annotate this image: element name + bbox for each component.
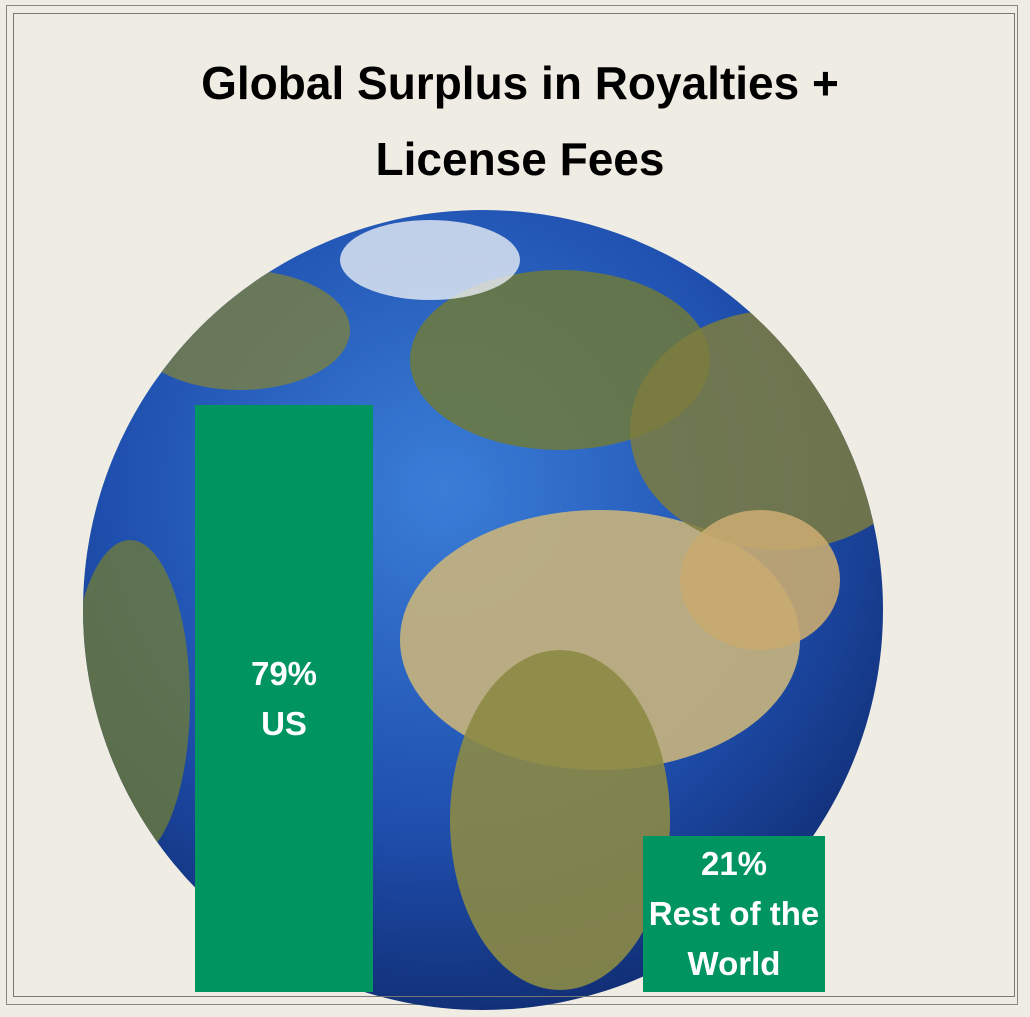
category-label: Rest of the World <box>648 894 820 982</box>
category-label: US <box>261 704 307 742</box>
globe-land <box>83 220 883 990</box>
value-label: 21% <box>700 844 768 882</box>
bar: 79% US <box>195 405 373 992</box>
bar: 21% Rest of the World <box>643 835 825 992</box>
value-label: 79% <box>250 654 318 692</box>
chart-title: Global Surplus in Royalties + License Fe… <box>201 57 839 185</box>
inner-frame <box>13 13 1015 997</box>
